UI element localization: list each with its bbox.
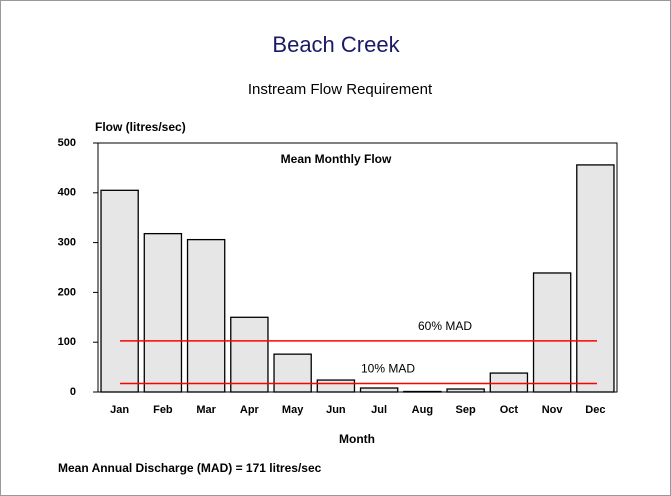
bar xyxy=(316,379,356,393)
x-tick-label: Feb xyxy=(153,404,173,416)
bar xyxy=(359,387,399,393)
x-tick-label: Mar xyxy=(196,404,216,416)
series-label: Mean Monthly Flow xyxy=(281,152,392,166)
y-tick-label: 100 xyxy=(58,336,76,348)
y-tick-label: 500 xyxy=(58,137,76,149)
bar xyxy=(186,238,226,393)
bar xyxy=(230,316,269,393)
x-tick-label: Jun xyxy=(326,404,346,416)
x-tick-label: Sep xyxy=(456,404,476,416)
x-tick-label: Apr xyxy=(240,404,260,416)
footnote: Mean Annual Discharge (MAD) = 171 litres… xyxy=(58,461,322,475)
reference-label: 60% MAD xyxy=(418,319,472,333)
chart-subtitle: Instream Flow Requirement xyxy=(248,81,433,98)
y-tick-label: 200 xyxy=(58,286,76,298)
y-tick-label: 400 xyxy=(58,187,76,199)
x-tick-label: Oct xyxy=(500,404,519,416)
x-tick-label: Jul xyxy=(371,404,387,416)
bar xyxy=(576,164,615,393)
chart-title: Beach Creek xyxy=(272,32,400,57)
x-tick-label: May xyxy=(282,404,304,416)
y-tick-label: 0 xyxy=(70,386,76,398)
bar xyxy=(532,272,572,393)
y-tick-label: 300 xyxy=(58,237,76,249)
bar xyxy=(273,353,312,393)
plot-area xyxy=(97,142,618,393)
x-axis-label: Month xyxy=(339,432,375,446)
x-tick-label: Jan xyxy=(110,404,129,416)
bar xyxy=(489,372,529,393)
bar xyxy=(446,388,485,393)
reference-label: 10% MAD xyxy=(361,362,415,376)
x-tick-label: Dec xyxy=(585,404,605,416)
bar xyxy=(100,189,139,393)
y-axis-label: Flow (litres/sec) xyxy=(95,120,186,134)
x-tick-label: Aug xyxy=(412,404,433,416)
x-tick-label: Nov xyxy=(542,404,564,416)
bar xyxy=(143,232,183,393)
